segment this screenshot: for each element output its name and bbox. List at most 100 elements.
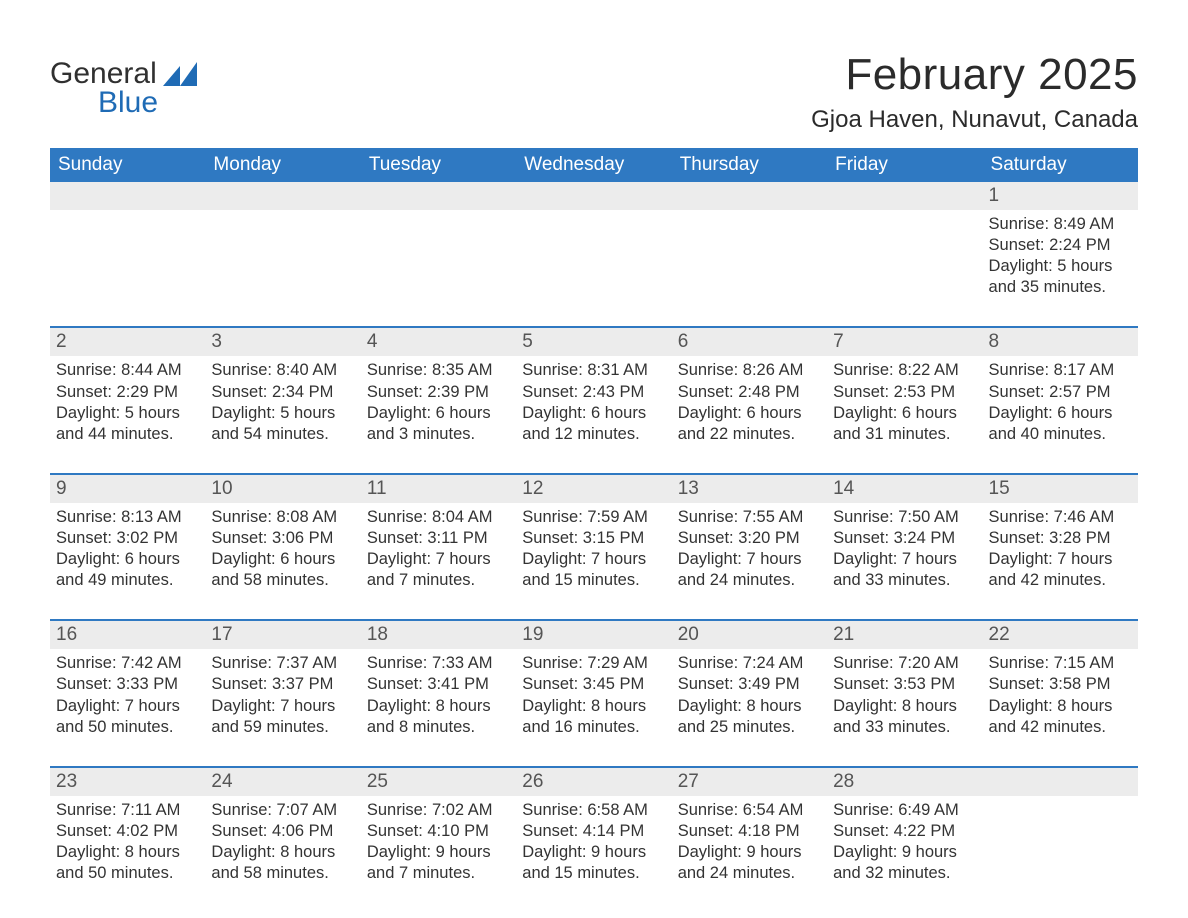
day-number: 27: [672, 768, 827, 796]
daylight-line-2: and 32 minutes.: [833, 863, 976, 884]
daylight-line-2: and 44 minutes.: [56, 424, 199, 445]
sunrise-text: Sunrise: 7:15 AM: [989, 653, 1132, 674]
day-number: 22: [983, 621, 1138, 649]
day-cell: [516, 182, 671, 298]
sunset-text: Sunset: 4:02 PM: [56, 821, 199, 842]
daylight-line-2: and 40 minutes.: [989, 424, 1132, 445]
day-body: Sunrise: 8:08 AMSunset: 3:06 PMDaylight:…: [205, 503, 360, 591]
sunset-text: Sunset: 2:48 PM: [678, 382, 821, 403]
day-cell: [361, 182, 516, 298]
day-number: [827, 182, 982, 210]
day-body: Sunrise: 8:26 AMSunset: 2:48 PMDaylight:…: [672, 356, 827, 444]
daylight-line-1: Daylight: 7 hours: [522, 549, 665, 570]
day-number: 15: [983, 475, 1138, 503]
daylight-line-2: and 7 minutes.: [367, 570, 510, 591]
brand-word-2: Blue: [98, 89, 197, 118]
day-cell: 20Sunrise: 7:24 AMSunset: 3:49 PMDayligh…: [672, 621, 827, 737]
day-cell: 26Sunrise: 6:58 AMSunset: 4:14 PMDayligh…: [516, 768, 671, 884]
sunrise-text: Sunrise: 7:11 AM: [56, 800, 199, 821]
sunset-text: Sunset: 4:22 PM: [833, 821, 976, 842]
day-cell: 6Sunrise: 8:26 AMSunset: 2:48 PMDaylight…: [672, 328, 827, 444]
day-body: Sunrise: 7:46 AMSunset: 3:28 PMDaylight:…: [983, 503, 1138, 591]
day-cell: 9Sunrise: 8:13 AMSunset: 3:02 PMDaylight…: [50, 475, 205, 591]
sunrise-text: Sunrise: 7:50 AM: [833, 507, 976, 528]
brand-text: General Blue: [50, 60, 197, 117]
sunrise-text: Sunrise: 8:04 AM: [367, 507, 510, 528]
daylight-line-2: and 49 minutes.: [56, 570, 199, 591]
week-row: 23 Sunrise: 7:11 AMSunset: 4:02 PM Dayligh…: [50, 766, 1138, 884]
day-cell: 28Sunrise: 6:49 AMSunset: 4:22 PMDayligh…: [827, 768, 982, 884]
day-body: [516, 210, 671, 214]
sunset-text: Sunset: 3:37 PM: [211, 674, 354, 695]
daylight-line-1: Daylight: 8 hours: [989, 696, 1132, 717]
daylight-line-2: and 50 minutes.: [56, 863, 199, 884]
page-title: February 2025: [811, 50, 1138, 100]
daylight-line-2: and 59 minutes.: [211, 717, 354, 738]
day-cell: 27Sunrise: 6:54 AMSunset: 4:18 PMDayligh…: [672, 768, 827, 884]
daylight-line-1: Daylight: 8 hours: [522, 696, 665, 717]
day-cell: 2Sunrise: 8:44 AMSunset: 2:29 PMDaylight…: [50, 328, 205, 444]
sunrise-text: Sunrise: 8:13 AM: [56, 507, 199, 528]
day-body: [205, 210, 360, 214]
day-number: 5: [516, 328, 671, 356]
sunrise-text: Sunrise: 7:46 AM: [989, 507, 1132, 528]
day-body: Sunrise: 6:49 AMSunset: 4:22 PMDaylight:…: [827, 796, 982, 884]
sunset-text: Sunset: 3:02 PM: [56, 528, 199, 549]
day-body: Sunrise: 7:02 AMSunset: 4:10 PMDaylight:…: [361, 796, 516, 884]
day-cell: 7Sunrise: 8:22 AMSunset: 2:53 PMDaylight…: [827, 328, 982, 444]
weekday-header-cell: Friday: [827, 148, 982, 182]
daylight-line-2: and 42 minutes.: [989, 570, 1132, 591]
daylight-line-1: Daylight: 7 hours: [678, 549, 821, 570]
day-number: 6: [672, 328, 827, 356]
day-number: 12: [516, 475, 671, 503]
day-cell: 11Sunrise: 8:04 AMSunset: 3:11 PMDayligh…: [361, 475, 516, 591]
sunset-text: Sunset: 3:20 PM: [678, 528, 821, 549]
day-body: Sunrise: 8:22 AMSunset: 2:53 PMDaylight:…: [827, 356, 982, 444]
day-body: [827, 210, 982, 214]
day-cell: 10Sunrise: 8:08 AMSunset: 3:06 PMDayligh…: [205, 475, 360, 591]
daylight-line-1: Daylight: 7 hours: [211, 696, 354, 717]
daylight-line-1: Daylight: 9 hours: [678, 842, 821, 863]
daylight-line-1: Daylight: 7 hours: [367, 549, 510, 570]
day-number: 14: [827, 475, 982, 503]
sunrise-text: Sunrise: 8:49 AM: [989, 214, 1132, 235]
daylight-line-2: and 35 minutes.: [989, 277, 1132, 298]
day-number: 10: [205, 475, 360, 503]
day-number: 13: [672, 475, 827, 503]
sunrise-text: Sunrise: 7:37 AM: [211, 653, 354, 674]
day-cell: [205, 182, 360, 298]
daylight-line-2: and 24 minutes.: [678, 863, 821, 884]
day-body: Sunrise: 8:04 AMSunset: 3:11 PMDaylight:…: [361, 503, 516, 591]
day-number: 23: [50, 768, 205, 796]
daylight-line-2: and 42 minutes.: [989, 717, 1132, 738]
day-cell: [983, 768, 1138, 884]
day-body: [361, 210, 516, 214]
sunrise-text: Sunrise: 7:29 AM: [522, 653, 665, 674]
daylight-line-2: and 31 minutes.: [833, 424, 976, 445]
sunrise-text: Sunrise: 7:24 AM: [678, 653, 821, 674]
daylight-line-1: Daylight: 5 hours: [989, 256, 1132, 277]
sunset-text: Sunset: 2:39 PM: [367, 382, 510, 403]
day-number: 3: [205, 328, 360, 356]
sunrise-text: Sunrise: 8:35 AM: [367, 360, 510, 381]
daylight-line-1: Daylight: 8 hours: [367, 696, 510, 717]
daylight-line-2: and 33 minutes.: [833, 570, 976, 591]
daylight-line-1: Daylight: 7 hours: [833, 549, 976, 570]
brand-logo: General Blue: [50, 50, 197, 117]
day-body: Sunrise: 8:44 AMSunset: 2:29 PMDaylight:…: [50, 356, 205, 444]
sunset-text: Sunset: 3:45 PM: [522, 674, 665, 695]
day-number: [50, 182, 205, 210]
brand-glyph-icon: [163, 60, 197, 86]
sunrise-text: Sunrise: 8:08 AM: [211, 507, 354, 528]
daylight-line-2: and 54 minutes.: [211, 424, 354, 445]
day-number: [516, 182, 671, 210]
sunrise-text: Sunrise: 8:26 AM: [678, 360, 821, 381]
sunrise-text: Sunrise: 7:20 AM: [833, 653, 976, 674]
daylight-line-1: Daylight: 6 hours: [211, 549, 354, 570]
sunrise-text: Sunrise: 6:58 AM: [522, 800, 665, 821]
page-subtitle: Gjoa Haven, Nunavut, Canada: [811, 106, 1138, 134]
day-body: Sunrise: 7:20 AMSunset: 3:53 PMDaylight:…: [827, 649, 982, 737]
day-number: 8: [983, 328, 1138, 356]
weekday-header-cell: Thursday: [672, 148, 827, 182]
day-body: Sunrise: 8:49 AMSunset: 2:24 PMDaylight:…: [983, 210, 1138, 298]
